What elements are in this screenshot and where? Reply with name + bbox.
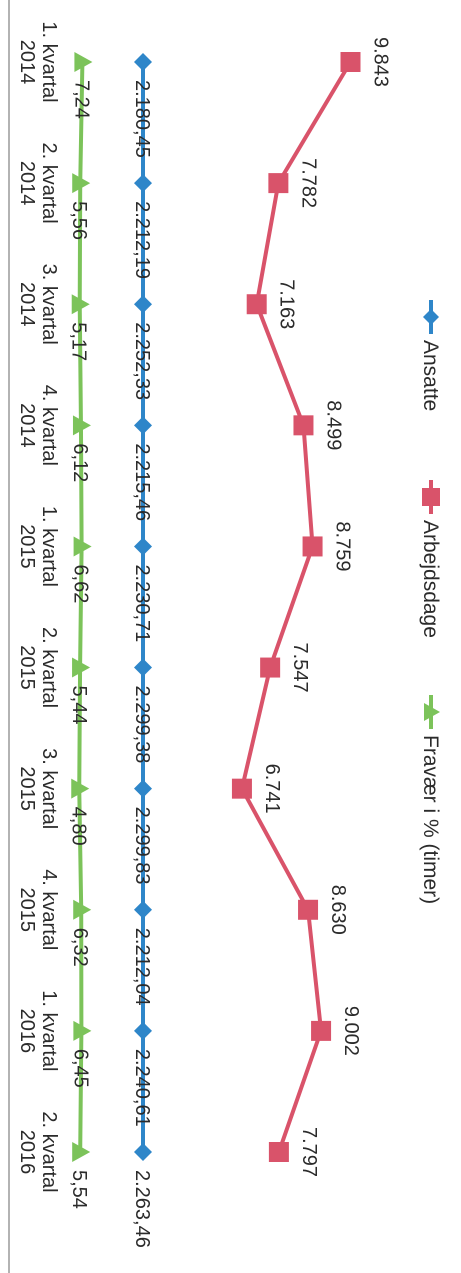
category-label: 3. kvartal2014 [16, 264, 60, 345]
data-point [72, 657, 91, 678]
data-point [246, 294, 267, 315]
category-label: 2. kvartal2014 [16, 143, 60, 224]
data-label: 6,32 [69, 928, 91, 967]
category-label: 1. kvartal2015 [16, 506, 60, 587]
category-label: 4. kvartal2015 [16, 869, 60, 950]
data-label: 7.782 [297, 158, 319, 208]
data-point [134, 1143, 152, 1161]
data-point [134, 174, 152, 193]
chart-body: 1. kvartal2014 2. kvartal2014 3. kvartal20… [8, 0, 442, 1273]
data-point [73, 899, 92, 920]
legend-item: Ansatte [419, 300, 442, 411]
data-label: 5,56 [68, 201, 90, 240]
series-line [77, 61, 85, 1153]
data-point [340, 52, 361, 72]
data-label: 7.797 [298, 1127, 320, 1177]
data-point [134, 1021, 152, 1040]
data-label: 2.230,71 [131, 564, 153, 642]
data-point [72, 1142, 91, 1162]
data-point [293, 415, 314, 436]
data-label: 9.002 [340, 1006, 362, 1056]
data-label: 6,62 [70, 564, 92, 603]
data-label: 2.212,19 [131, 201, 153, 279]
data-point [298, 899, 319, 920]
data-label: 2.252,33 [131, 322, 153, 400]
data-point [134, 53, 152, 71]
data-label: 7.547 [289, 643, 311, 693]
legend-label: Fravær i % (timer) [419, 735, 442, 904]
data-label: 9.843 [370, 37, 392, 87]
data-point [134, 900, 152, 919]
legend-item: Fravær i % (timer) [419, 695, 442, 904]
legend-label: Arbejdsdage [419, 520, 442, 638]
data-label: 6,12 [69, 443, 91, 482]
data-point [73, 1020, 92, 1041]
legend-item: Arbejdsdage [419, 480, 442, 638]
data-point [134, 658, 152, 677]
data-label: 5,44 [68, 686, 90, 725]
data-point [71, 294, 90, 315]
data-point [268, 173, 289, 194]
data-label: 6.741 [261, 764, 283, 814]
data-point [134, 416, 152, 435]
data-label: 2.299,83 [131, 807, 153, 885]
data-point [134, 537, 152, 556]
data-label: 5,17 [68, 322, 90, 361]
data-point [71, 778, 90, 799]
data-label: 7.163 [276, 279, 298, 329]
legend-label: Ansatte [419, 340, 442, 411]
data-label: 2.212,04 [131, 928, 153, 1006]
series-fravær-i-timer-: 7,24 5,56 5,17 6,12 6,62 5,44 4,80 6,32 6,45 5,54 [67, 52, 93, 1209]
data-label: 8.759 [332, 521, 354, 571]
data-label: 5,54 [68, 1170, 90, 1209]
data-label: 7,24 [70, 80, 92, 119]
data-label: 6,45 [69, 1049, 91, 1088]
series-arbejdsdage: 9.843 7.782 7.163 8.499 8.759 7.547 6.741 8.630… [231, 37, 392, 1177]
category-label: 3. kvartal2015 [16, 748, 60, 829]
data-label: 2.299,38 [131, 686, 153, 764]
data-label: 2.240,61 [131, 1049, 153, 1127]
data-label: 8.499 [322, 400, 344, 450]
category-label: 2. kvartal2016 [16, 1111, 60, 1192]
category-label: 1. kvartal2014 [16, 21, 60, 102]
data-point [268, 1142, 289, 1162]
data-point [231, 778, 252, 799]
data-point [260, 657, 281, 678]
data-label: 2.263,46 [131, 1170, 153, 1248]
legend-marker [424, 703, 440, 721]
data-point [73, 536, 92, 557]
data-point [72, 173, 91, 194]
series-line [239, 60, 353, 1153]
category-label: 2. kvartal2015 [16, 627, 60, 708]
data-label: 2.215,46 [131, 443, 153, 521]
data-point [311, 1020, 332, 1041]
data-point [134, 779, 152, 798]
data-label: 2.180,45 [131, 80, 153, 158]
data-label: 8.630 [327, 885, 349, 935]
legend-marker [422, 488, 440, 506]
legend: Ansatte Arbejdsdage Fravær i % (timer) [419, 300, 442, 904]
data-point [72, 415, 91, 436]
legend-marker [423, 309, 439, 325]
category-label: 4. kvartal2014 [16, 385, 60, 466]
category-label: 1. kvartal2016 [16, 990, 60, 1071]
data-point [134, 295, 152, 314]
data-label: 4,80 [67, 807, 89, 846]
data-point [302, 536, 323, 557]
data-point [74, 52, 93, 72]
series-ansatte: 2.180,45 2.212,19 2.252,33 2.215,46 2.230,71… [131, 53, 153, 1248]
